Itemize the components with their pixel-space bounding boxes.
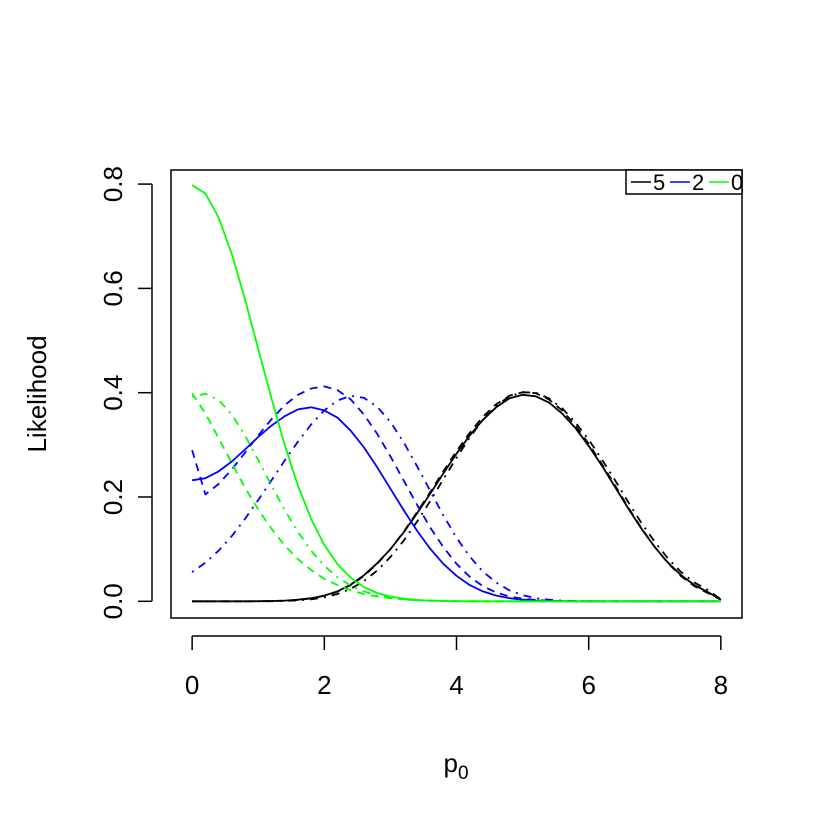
x-tick-label-1: 2 — [317, 670, 331, 700]
series-layer — [191, 184, 722, 603]
x-axis-title: p0 — [443, 748, 468, 784]
y-axis-title: Likelihood — [22, 335, 52, 452]
x-tick-label-0: 0 — [185, 670, 199, 700]
y-tick-label-3: 0.6 — [98, 270, 128, 306]
y-tick-label-0: 0.0 — [98, 583, 128, 619]
series-line-2 — [192, 391, 722, 603]
y-tick-label-2: 0.4 — [98, 375, 128, 411]
legend-label-0: 0 — [731, 170, 743, 195]
x-tick-label-2: 4 — [449, 670, 463, 700]
y-axis: 0.0 0.2 0.4 0.6 0.8 — [98, 166, 153, 619]
series-line-7 — [191, 392, 721, 603]
series-line-1 — [192, 391, 722, 603]
x-axis-title-subscript: 0 — [458, 763, 469, 784]
legend: 5 2 0 — [625, 169, 743, 195]
x-axis: 0 2 4 6 8 — [185, 635, 728, 700]
series-line-3 — [191, 406, 721, 603]
y-tick-label-4: 0.8 — [98, 166, 128, 202]
series-line-6 — [191, 184, 721, 603]
y-tick-label-1: 0.2 — [98, 479, 128, 515]
series-line-4 — [191, 385, 721, 603]
x-tick-label-4: 8 — [714, 670, 728, 700]
plot-frame — [170, 169, 743, 619]
legend-label-5: 5 — [653, 170, 665, 195]
x-axis-title-main: p — [443, 748, 457, 778]
x-tick-label-3: 6 — [581, 670, 595, 700]
legend-label-2: 2 — [692, 170, 704, 195]
series-line-8 — [191, 392, 721, 603]
